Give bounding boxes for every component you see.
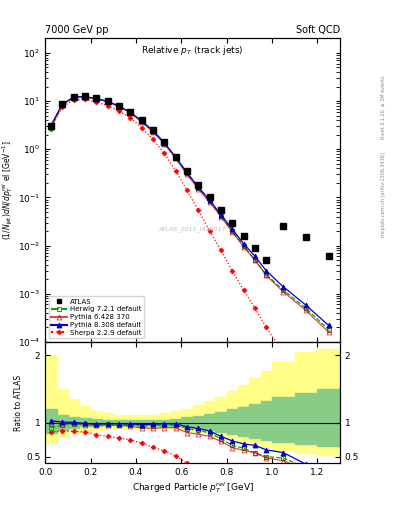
ATLAS (83, 93, 87, 99)
Text: 7000 GeV pp: 7000 GeV pp (45, 25, 109, 35)
Text: mcplots.cern.ch [arXiv:1306.3436]: mcplots.cern.ch [arXiv:1306.3436] (381, 152, 386, 237)
ATLAS (151, 127, 155, 133)
ATLAS (128, 109, 132, 115)
ATLAS (185, 168, 189, 174)
ATLAS (207, 195, 212, 201)
ATLAS (326, 253, 331, 260)
ATLAS (264, 257, 269, 263)
Text: Soft QCD: Soft QCD (296, 25, 340, 35)
ATLAS (60, 101, 64, 108)
ATLAS (48, 123, 53, 130)
Y-axis label: $(1/N_\mathrm{jet})dN/dp^{rel}_{T}$ el [GeV$^{-1}$]: $(1/N_\mathrm{jet})dN/dp^{rel}_{T}$ el [… (1, 140, 15, 240)
ATLAS (230, 220, 235, 226)
ATLAS (253, 245, 257, 251)
ATLAS (241, 232, 246, 239)
Text: Rivet 3.1.10, ≥ 3M events: Rivet 3.1.10, ≥ 3M events (381, 76, 386, 139)
X-axis label: Charged Particle $p^{rel}_{T}$ [GeV]: Charged Particle $p^{rel}_{T}$ [GeV] (132, 480, 253, 495)
ATLAS (281, 223, 286, 229)
Text: ATLAS_2011_I919017: ATLAS_2011_I919017 (159, 227, 226, 232)
ATLAS (173, 154, 178, 160)
ATLAS (116, 103, 121, 109)
ATLAS (196, 182, 200, 188)
ATLAS (71, 94, 76, 100)
ATLAS (303, 234, 308, 240)
Y-axis label: Ratio to ATLAS: Ratio to ATLAS (14, 375, 23, 431)
ATLAS (162, 139, 167, 145)
ATLAS (219, 207, 223, 213)
ATLAS (94, 95, 99, 101)
ATLAS (139, 117, 144, 123)
Legend: ATLAS, Herwig 7.2.1 default, Pythia 6.428 370, Pythia 8.308 default, Sherpa 2.2.: ATLAS, Herwig 7.2.1 default, Pythia 6.42… (49, 296, 144, 338)
Text: Relative $p_{T}$ (track jets): Relative $p_{T}$ (track jets) (141, 45, 244, 57)
Line: ATLAS: ATLAS (48, 94, 331, 263)
ATLAS (105, 98, 110, 104)
